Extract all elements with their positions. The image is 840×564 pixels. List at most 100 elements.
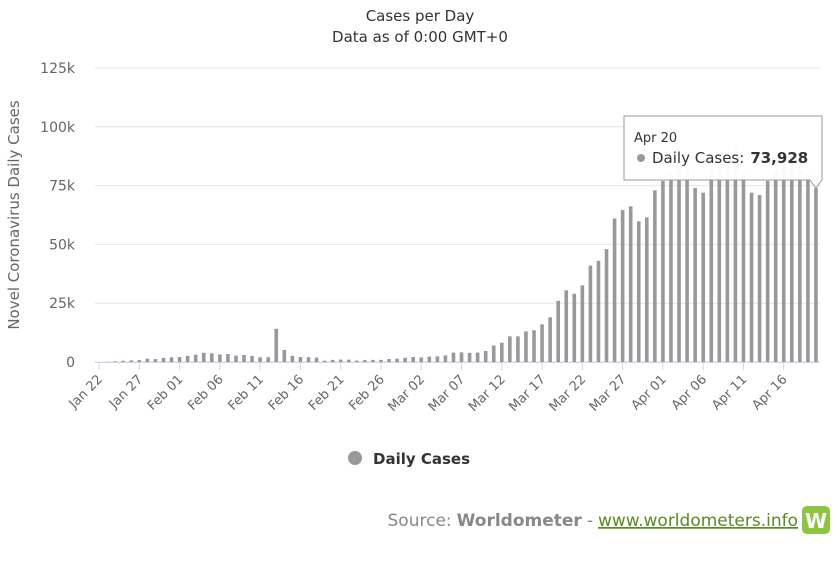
y-axis-label: Novel Coronavirus Daily Cases [5, 100, 23, 330]
y-tick-label: 75k [49, 179, 76, 195]
bar [645, 217, 649, 362]
bar [516, 336, 520, 362]
bar [129, 360, 133, 362]
bar [428, 357, 432, 362]
tooltip: Apr 20 Daily Cases:73,928 [624, 116, 822, 188]
bar [411, 357, 415, 362]
bar [283, 350, 287, 362]
bar [162, 358, 166, 362]
bar [444, 355, 448, 362]
source-name: Worldometer [457, 511, 583, 531]
bar [758, 195, 762, 362]
tooltip-marker [637, 154, 645, 162]
bar [234, 356, 238, 362]
bar [476, 353, 480, 362]
bar [693, 188, 697, 362]
bar [331, 360, 335, 362]
bar [452, 353, 456, 362]
bar [484, 351, 488, 362]
tooltip-text: Daily Cases:73,928 [652, 149, 808, 167]
bar [508, 336, 512, 362]
legend-label[interactable]: Daily Cases [373, 450, 470, 468]
y-tick-label: 125k [40, 61, 76, 77]
bar [685, 164, 689, 362]
y-tick-label: 25k [49, 296, 76, 312]
bar [701, 193, 705, 362]
bar [556, 301, 560, 362]
bar [581, 285, 585, 362]
bar [540, 324, 544, 362]
bar [186, 356, 190, 362]
bar [436, 356, 440, 362]
tooltip-title: Apr 20 [634, 131, 677, 146]
bar [718, 160, 722, 362]
bar [532, 330, 536, 362]
bar [726, 153, 730, 362]
source-link[interactable]: www.worldometers.info [598, 511, 798, 531]
tooltip-series: Daily Cases: [652, 149, 744, 167]
bar [194, 355, 198, 362]
bar [379, 360, 383, 362]
bar [395, 359, 399, 362]
source-text: Source:Worldometer-www.worldometers.info [388, 511, 798, 531]
bar [258, 357, 262, 362]
legend-marker [348, 451, 362, 465]
bar [492, 346, 496, 362]
source-separator: - [587, 511, 593, 531]
bar [403, 358, 407, 362]
bar [274, 329, 278, 362]
bar [113, 361, 117, 362]
y-tick-label: 0 [66, 355, 75, 371]
bar [323, 361, 327, 362]
logo: W [805, 509, 827, 533]
bar [218, 354, 222, 362]
bar [210, 353, 214, 362]
bar [371, 360, 375, 362]
bar [419, 358, 423, 362]
bar [790, 160, 794, 362]
bar [597, 261, 601, 362]
bar [524, 331, 528, 362]
bar [613, 219, 617, 362]
y-tick-label: 100k [40, 120, 76, 136]
bar [573, 294, 577, 362]
bar [299, 357, 303, 362]
bar [814, 188, 818, 362]
bar [637, 221, 641, 362]
bar [669, 174, 673, 362]
bar [766, 181, 770, 362]
bar [202, 353, 206, 362]
bar [629, 206, 633, 362]
bar [138, 360, 142, 362]
bar [266, 357, 270, 362]
bar [605, 249, 609, 362]
bar [806, 174, 810, 362]
bar [226, 354, 230, 362]
bar [170, 357, 174, 362]
source-prefix: Source: [388, 511, 452, 531]
bar [677, 169, 681, 362]
bar [468, 353, 472, 362]
bar [291, 356, 295, 362]
bar [154, 359, 158, 362]
bar [661, 181, 665, 362]
bar [178, 357, 182, 362]
chart-subtitle: Data as of 0:00 GMT+0 [332, 28, 508, 46]
bar [315, 358, 319, 362]
bar [460, 352, 464, 362]
bar [750, 193, 754, 362]
bar [500, 343, 504, 362]
chart-title: Cases per Day [366, 7, 475, 25]
bar [250, 356, 254, 362]
bar [121, 361, 125, 362]
y-tick-label: 50k [49, 237, 76, 253]
bar [564, 290, 568, 362]
bar [621, 210, 625, 362]
bar [774, 171, 778, 362]
bar [146, 359, 150, 362]
bar [242, 355, 246, 362]
bar [307, 357, 311, 362]
bar [355, 361, 359, 362]
